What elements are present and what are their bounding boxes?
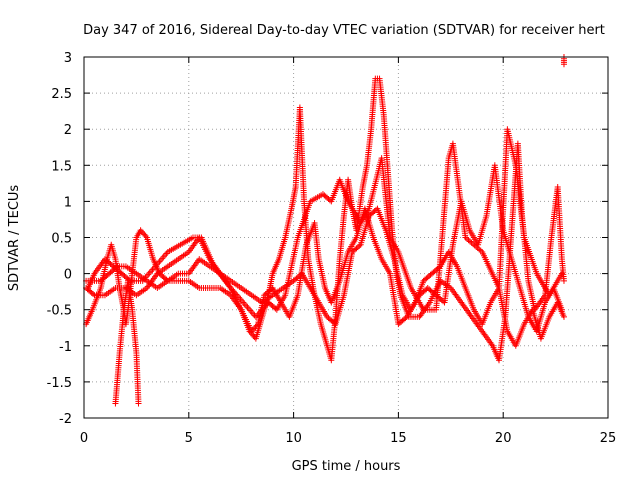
data-point — [249, 326, 256, 333]
tick-labels: 0 5 10 15 20 25 -2 -1.5 -1 -0.5 0 0.5 1 1.5 2 2.5 3 — [47, 51, 617, 446]
y-axis-label: SDTVAR / TECUs — [7, 185, 22, 292]
y-tick-label: -1.5 — [47, 376, 72, 391]
x-tick-label: 5 — [185, 431, 193, 446]
data-point — [137, 227, 144, 234]
data-point — [125, 276, 132, 283]
data-point — [253, 322, 260, 329]
y-tick-label: 1.5 — [51, 159, 72, 174]
x-tick-label: 25 — [600, 431, 617, 446]
data-point — [402, 315, 409, 322]
data-point — [140, 230, 147, 237]
y-tick-label: 2.5 — [51, 87, 72, 102]
y-tick-label: 0 — [64, 268, 72, 283]
data-point — [558, 270, 565, 277]
data-point — [248, 328, 255, 335]
data-points — [83, 54, 567, 407]
data-point — [141, 231, 148, 238]
data-point — [560, 277, 567, 284]
data-point — [138, 228, 145, 235]
x-tick-label: 15 — [390, 431, 407, 446]
y-tick-label: 2 — [64, 123, 72, 138]
data-point — [356, 242, 363, 249]
y-tick-label: 1 — [64, 195, 72, 210]
y-tick-label: -2 — [59, 412, 72, 427]
y-tick-label: -1 — [59, 340, 72, 355]
x-axis-label: GPS time / hours — [292, 459, 401, 474]
x-tick-label: 10 — [285, 431, 302, 446]
data-point — [135, 400, 142, 407]
y-tick-label: 0.5 — [51, 232, 72, 247]
data-point — [560, 61, 567, 68]
chart-title: Day 347 of 2016, Sidereal Day-to-day VTE… — [83, 23, 605, 38]
axis-ticks — [83, 56, 609, 419]
data-point — [251, 325, 258, 332]
data-point — [142, 233, 149, 240]
data-point — [250, 332, 257, 339]
data-point — [252, 324, 259, 331]
data-point — [560, 313, 567, 320]
x-tick-label: 0 — [80, 431, 88, 446]
data-point — [558, 306, 565, 313]
y-tick-label: -0.5 — [47, 304, 72, 319]
y-tick-label: 3 — [64, 51, 72, 66]
x-tick-label: 20 — [495, 431, 512, 446]
data-point — [90, 291, 97, 298]
